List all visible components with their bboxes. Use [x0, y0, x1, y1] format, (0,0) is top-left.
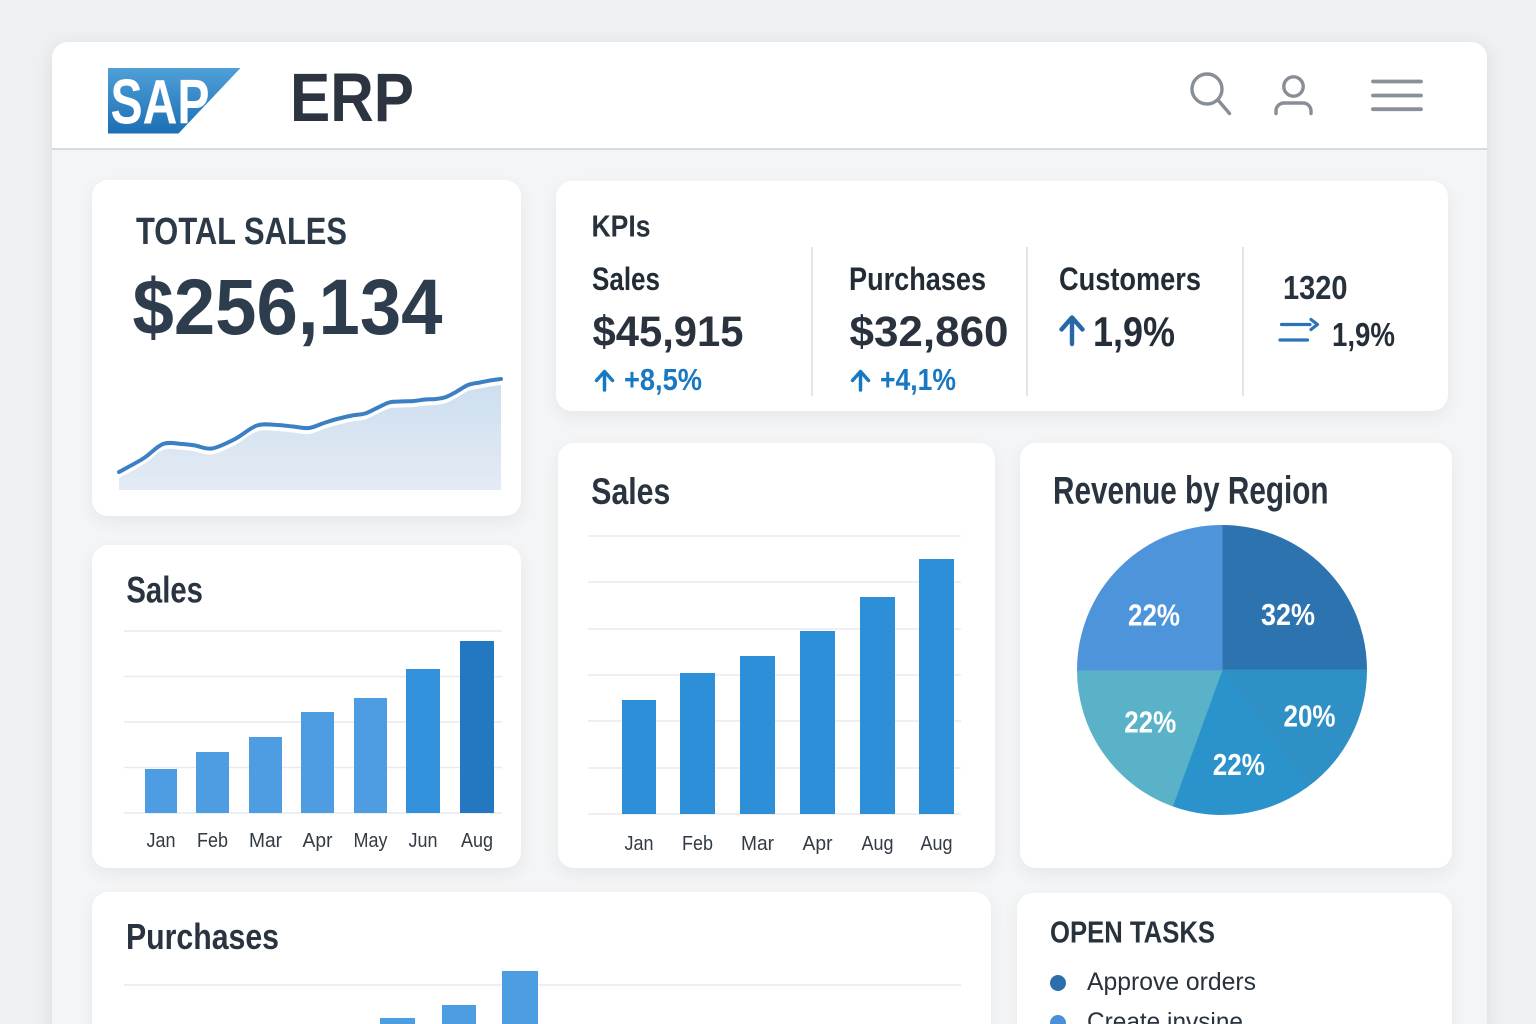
- svg-text:Feb: Feb: [682, 832, 713, 855]
- svg-text:Sales: Sales: [592, 261, 660, 297]
- svg-text:Jun: Jun: [409, 829, 438, 852]
- svg-text:Aug: Aug: [461, 829, 493, 852]
- svg-text:22%: 22%: [1213, 747, 1265, 782]
- svg-text:22%: 22%: [1124, 704, 1176, 739]
- svg-text:Revenue by Region: Revenue by Region: [1053, 469, 1329, 512]
- svg-text:SAP: SAP: [111, 68, 210, 138]
- svg-text:Sales: Sales: [591, 471, 670, 512]
- svg-text:Customers: Customers: [1059, 261, 1201, 297]
- svg-text:1,9%: 1,9%: [1093, 308, 1175, 355]
- svg-text:Sales: Sales: [126, 570, 202, 611]
- svg-text:+4,1%: +4,1%: [880, 362, 956, 397]
- svg-text:$32,860: $32,860: [850, 308, 1009, 356]
- svg-text:Aug: Aug: [862, 832, 894, 855]
- svg-text:Jan: Jan: [625, 832, 654, 855]
- svg-text:Create invsine: Create invsine: [1087, 1008, 1243, 1024]
- svg-text:KPIs: KPIs: [592, 209, 651, 244]
- svg-text:Purchases: Purchases: [849, 261, 986, 297]
- svg-text:Jan: Jan: [147, 829, 176, 852]
- svg-text:Mar: Mar: [249, 829, 282, 852]
- svg-text:Feb: Feb: [197, 829, 228, 852]
- svg-text:Apr: Apr: [803, 832, 833, 855]
- svg-text:Aug: Aug: [921, 832, 953, 855]
- svg-text:May: May: [354, 829, 389, 852]
- svg-text:Apr: Apr: [303, 829, 333, 852]
- svg-text:1320: 1320: [1283, 269, 1348, 306]
- svg-text:+8,5%: +8,5%: [624, 362, 702, 397]
- svg-text:OPEN TASKS: OPEN TASKS: [1050, 915, 1215, 950]
- svg-text:32%: 32%: [1261, 597, 1315, 632]
- svg-text:20%: 20%: [1284, 699, 1336, 734]
- svg-text:Purchases: Purchases: [126, 916, 279, 957]
- svg-text:TOTAL SALES: TOTAL SALES: [136, 211, 347, 253]
- svg-text:$45,915: $45,915: [593, 308, 744, 356]
- svg-text:$256,134: $256,134: [133, 262, 443, 351]
- svg-text:ERP: ERP: [290, 59, 414, 136]
- svg-text:Mar: Mar: [741, 832, 774, 855]
- svg-text:22%: 22%: [1128, 597, 1180, 632]
- svg-text:1,9%: 1,9%: [1332, 316, 1395, 353]
- svg-text:Approve orders: Approve orders: [1087, 968, 1256, 996]
